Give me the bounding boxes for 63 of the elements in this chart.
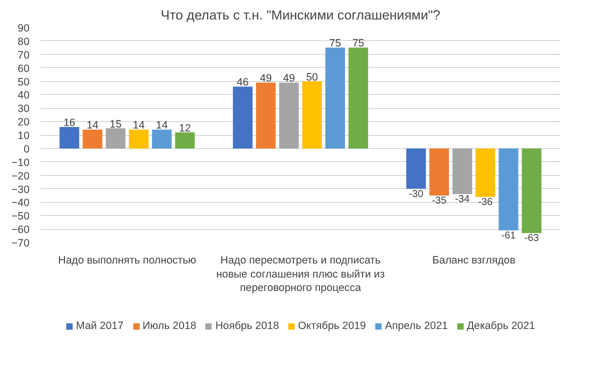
data-label: 49	[283, 72, 295, 85]
y-tick-label: −60	[11, 224, 30, 236]
bar	[348, 48, 368, 148]
y-tick-label: 30	[18, 103, 30, 116]
bar	[476, 148, 496, 197]
y-tick-label: −50	[11, 210, 30, 223]
bar	[325, 48, 345, 148]
data-label: 12	[179, 122, 191, 134]
bar	[302, 81, 322, 148]
x-tick-label: Надо пересмотреть и подписать новые соглашения плюс выйти из переговорного процесса	[216, 254, 385, 294]
bar	[256, 82, 276, 148]
bar	[279, 82, 299, 148]
bar	[452, 148, 472, 194]
data-label: 16	[63, 116, 76, 129]
bar	[429, 148, 449, 196]
legend-label: Декабрь 2021	[466, 320, 536, 332]
x-tick-label: Баланс взглядов	[432, 254, 516, 266]
data-label: -30	[408, 188, 424, 200]
y-tick-label: 0	[24, 143, 30, 156]
chart-title: Что делать с т.н. "Минскими соглашениями"?	[160, 8, 440, 22]
y-tick-label: −20	[11, 170, 30, 182]
data-label: 75	[352, 38, 364, 50]
data-label: 49	[260, 72, 272, 85]
y-tick-label: 40	[18, 90, 30, 102]
bar	[406, 148, 426, 189]
y-tick-label: 50	[18, 76, 30, 88]
bar	[82, 130, 102, 148]
data-label: 14	[86, 120, 98, 132]
legend-label: Май 2017	[76, 320, 124, 332]
y-tick-label: 80	[18, 36, 30, 48]
legend-label: Октябрь 2019	[298, 320, 366, 332]
data-label: 50	[306, 71, 318, 84]
bar	[522, 148, 542, 234]
y-tick-label: 60	[18, 62, 30, 75]
y-tick-label: 10	[18, 130, 30, 142]
y-tick-label: 70	[18, 49, 30, 62]
bar	[152, 130, 172, 148]
y-tick-label: −40	[11, 197, 30, 210]
data-label: 14	[132, 120, 145, 132]
bar	[232, 86, 253, 148]
bar	[498, 148, 518, 230]
data-label: -35	[432, 195, 447, 206]
data-label: -61	[501, 230, 516, 242]
y-tick-label: 90	[18, 22, 30, 34]
y-tick-label: 20	[18, 116, 30, 129]
bar	[175, 132, 195, 148]
bar	[128, 130, 149, 148]
data-label: -34	[455, 194, 470, 206]
data-label: -63	[524, 233, 540, 244]
data-label: -36	[478, 196, 494, 208]
legend-label: Апрель 2021	[385, 320, 448, 332]
data-label: 15	[110, 118, 122, 130]
bar	[106, 128, 126, 148]
y-tick-label: −10	[11, 156, 30, 169]
data-label: 14	[156, 120, 168, 132]
bar	[60, 126, 80, 148]
x-tick-label: Надо выполнять полностью	[58, 254, 196, 266]
data-label: 75	[329, 38, 342, 50]
legend-label: Ноябрь 2018	[215, 320, 280, 332]
y-tick-label: −70	[11, 238, 30, 250]
y-tick-label: −30	[11, 184, 30, 196]
legend-label: Июль 2018	[142, 320, 196, 332]
data-label: 46	[236, 76, 249, 89]
